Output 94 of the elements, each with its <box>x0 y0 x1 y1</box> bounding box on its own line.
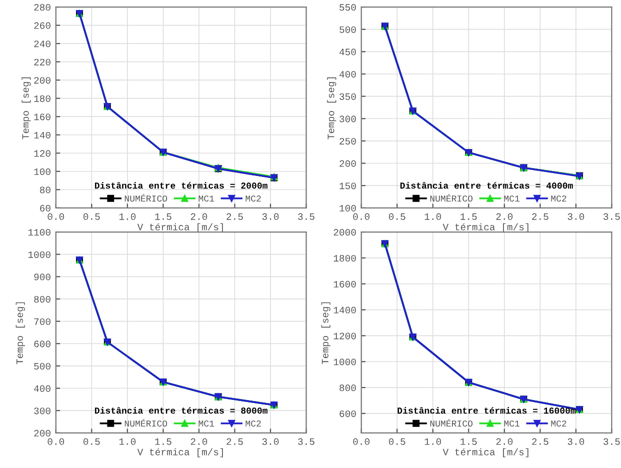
x-tick-label: 2.5 <box>226 438 243 445</box>
y-tick-label: 80 <box>40 186 50 194</box>
x-tick-label: 2.0 <box>496 213 513 220</box>
y-tick-label: 180 <box>34 95 50 102</box>
x-tick-label: 0.5 <box>388 213 406 220</box>
legend-label: MC1 <box>504 420 520 427</box>
y-tick-label: 100 <box>340 204 356 212</box>
y-tick-label: 160 <box>34 114 50 120</box>
x-tick-label: 3.0 <box>568 213 584 220</box>
y-tick-label: 1400 <box>334 306 356 314</box>
x-tick-label: 0.5 <box>388 438 406 445</box>
y-tick-label: 150 <box>340 182 356 190</box>
x-tick-label: 2.5 <box>226 213 243 220</box>
y-tick-label: 1000 <box>334 358 356 366</box>
legend-title: Distância entre térmicas = 4000m <box>400 182 573 189</box>
x-tick-label: 2.5 <box>532 213 548 220</box>
y-axis-title: Tempo [seg] <box>22 77 31 140</box>
legend-title: Distância entre térmicas = 8000m <box>94 407 268 414</box>
y-tick-label: 700 <box>34 318 50 325</box>
legend-label: NUMÉRICO <box>430 194 473 202</box>
x-tick-label: 0.0 <box>48 438 64 445</box>
y-axis-title: Tempo [seg] <box>321 302 330 364</box>
x-tick-label: 0.5 <box>83 213 100 220</box>
y-tick-label: 220 <box>34 58 50 66</box>
x-tick-label: 3.5 <box>604 438 620 445</box>
y-tick-label: 500 <box>340 26 356 33</box>
y-tick-label: 60 <box>40 204 50 212</box>
y-tick-label: 1100 <box>28 229 50 236</box>
legend-title: Distância entre térmicas = 2000m <box>94 182 268 189</box>
x-tick-label: 0.0 <box>48 213 64 220</box>
x-tick-label: 2.0 <box>496 438 513 445</box>
y-axis-title: Tempo [seg] <box>16 302 25 364</box>
y-tick-label: 200 <box>340 160 356 167</box>
y-axis-title: Tempo [seg] <box>327 77 336 140</box>
x-tick-label: 2.5 <box>532 438 548 445</box>
legend-label: MC1 <box>504 195 520 202</box>
legend-label: MC2 <box>551 420 566 427</box>
legend-label: NUMÉRICO <box>430 418 473 427</box>
y-tick-label: 450 <box>339 48 356 56</box>
y-tick-label: 100 <box>34 168 50 175</box>
y-tick-label: 240 <box>34 40 50 48</box>
x-tick-label: 1.5 <box>460 438 477 445</box>
y-tick-label: 280 <box>34 4 50 11</box>
y-tick-label: 800 <box>340 384 356 392</box>
legend-label: MC1 <box>198 195 214 202</box>
y-tick-label: 400 <box>339 71 356 78</box>
x-tick-label: 3.5 <box>298 438 314 445</box>
x-tick-label: 0.0 <box>353 213 370 220</box>
x-tick-label: 0.0 <box>353 438 370 445</box>
y-tick-label: 1000 <box>28 251 50 258</box>
x-tick-label: 3.0 <box>568 438 584 445</box>
y-tick-label: 250 <box>340 138 356 145</box>
y-tick-label: 1600 <box>334 280 356 288</box>
x-axis-title: V térmica [m/s] <box>442 448 528 458</box>
y-tick-label: 400 <box>34 385 50 392</box>
x-tick-label: 1.0 <box>424 438 442 445</box>
legend-label: MC2 <box>246 420 261 427</box>
legend-label: MC2 <box>246 195 261 202</box>
legend-label: NUMÉRICO <box>124 194 168 202</box>
x-tick-label: 1.0 <box>119 438 136 445</box>
legend-label: NUMÉRICO <box>124 418 168 427</box>
y-tick-label: 600 <box>34 340 50 348</box>
x-tick-label: 2.0 <box>190 213 208 220</box>
y-tick-label: 1200 <box>334 332 356 340</box>
y-tick-label: 300 <box>340 116 356 122</box>
x-tick-label: 1.0 <box>424 213 442 220</box>
x-tick-label: 1.5 <box>155 438 172 445</box>
y-tick-label: 550 <box>340 4 356 11</box>
x-tick-label: 3.0 <box>262 438 279 445</box>
y-tick-label: 800 <box>34 296 50 303</box>
y-tick-label: 140 <box>34 132 50 138</box>
x-tick-label: 3.5 <box>604 213 620 220</box>
y-tick-label: 2000 <box>334 229 356 236</box>
x-tick-label: 1.5 <box>460 213 477 220</box>
x-tick-label: 3.5 <box>298 213 314 220</box>
y-tick-label: 300 <box>34 408 50 414</box>
y-tick-label: 200 <box>34 77 50 84</box>
y-tick-label: 260 <box>34 22 50 29</box>
x-tick-label: 1.0 <box>119 213 136 220</box>
x-tick-label: 0.5 <box>83 438 100 445</box>
y-tick-label: 900 <box>34 274 50 280</box>
y-tick-label: 200 <box>34 430 50 437</box>
x-tick-label: 1.5 <box>155 213 172 220</box>
y-tick-label: 120 <box>34 150 50 157</box>
x-axis-title: V térmica [m/s] <box>137 448 223 458</box>
legend-label: MC2 <box>551 195 566 202</box>
legend-label: MC1 <box>198 420 214 427</box>
y-tick-label: 500 <box>34 362 50 370</box>
legend-title: Distância entre térmicas = 16000m <box>398 407 576 414</box>
y-tick-label: 600 <box>340 410 356 418</box>
y-tick-label: 1800 <box>334 254 356 262</box>
y-tick-label: 350 <box>340 93 356 100</box>
x-tick-label: 2.0 <box>190 438 208 445</box>
x-tick-label: 3.0 <box>262 213 279 220</box>
